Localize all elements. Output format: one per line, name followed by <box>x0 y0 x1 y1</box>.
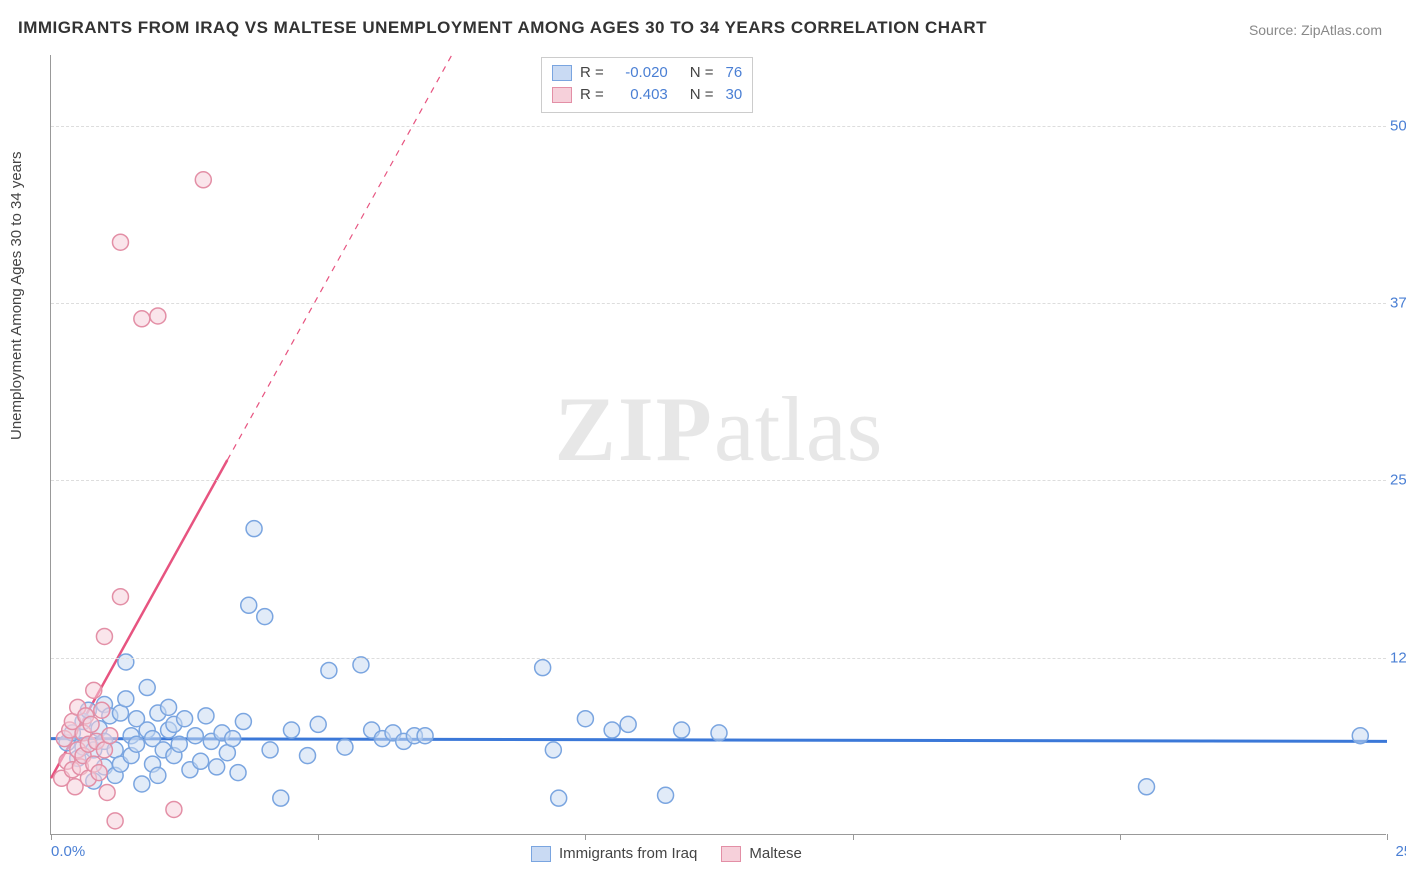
legend-series: Immigrants from Iraq Maltese <box>531 845 802 862</box>
data-point <box>577 711 593 727</box>
data-point <box>620 716 636 732</box>
legend-swatch <box>552 87 572 103</box>
scatter-svg <box>51 55 1386 834</box>
x-tick <box>853 834 854 840</box>
legend-r-label: R = <box>580 84 604 106</box>
source-attribution: Source: ZipAtlas.com <box>1249 22 1382 38</box>
data-point <box>209 759 225 775</box>
data-point <box>246 521 262 537</box>
x-tick-label-first: 0.0% <box>51 843 85 860</box>
y-axis-label: Unemployment Among Ages 30 to 34 years <box>8 151 25 440</box>
data-point <box>273 790 289 806</box>
legend-n-value: 30 <box>726 84 743 106</box>
gridline <box>51 480 1386 481</box>
data-point <box>107 813 123 829</box>
data-point <box>551 790 567 806</box>
data-point <box>1139 779 1155 795</box>
legend-n-label: N = <box>690 84 714 106</box>
data-point <box>198 708 214 724</box>
data-point <box>417 728 433 744</box>
data-point <box>134 311 150 327</box>
x-tick <box>1387 834 1388 840</box>
legend-row: R = -0.020 N = 76 <box>552 62 742 84</box>
data-point <box>83 716 99 732</box>
y-tick-label: 37.5% <box>1390 295 1406 312</box>
data-point <box>118 691 134 707</box>
data-point <box>86 682 102 698</box>
data-point <box>99 784 115 800</box>
data-point <box>166 801 182 817</box>
data-point <box>150 767 166 783</box>
x-tick <box>51 834 52 840</box>
data-point <box>257 609 273 625</box>
legend-swatch <box>531 846 551 862</box>
data-point <box>134 776 150 792</box>
data-point <box>300 748 316 764</box>
gridline <box>51 126 1386 127</box>
legend-series-label: Immigrants from Iraq <box>559 845 697 862</box>
x-tick <box>318 834 319 840</box>
data-point <box>241 597 257 613</box>
chart-plot-area: ZIPatlas R =-0.020N =76R =0.403N =30 Imm… <box>50 55 1386 835</box>
x-tick <box>585 834 586 840</box>
source-prefix: Source: <box>1249 22 1301 38</box>
data-point <box>193 753 209 769</box>
data-point <box>545 742 561 758</box>
data-point <box>604 722 620 738</box>
data-point <box>91 765 107 781</box>
x-tick <box>1120 834 1121 840</box>
y-tick-label: 25.0% <box>1390 472 1406 489</box>
data-point <box>353 657 369 673</box>
data-point <box>195 172 211 188</box>
data-point <box>118 654 134 670</box>
data-point <box>225 731 241 747</box>
data-point <box>535 660 551 676</box>
legend-r-value: 0.403 <box>612 84 668 106</box>
data-point <box>112 234 128 250</box>
data-point <box>96 628 112 644</box>
data-point <box>1352 728 1368 744</box>
legend-r-value: -0.020 <box>612 62 668 84</box>
data-point <box>139 680 155 696</box>
data-point <box>171 736 187 752</box>
legend-n-value: 76 <box>726 62 743 84</box>
gridline <box>51 658 1386 659</box>
data-point <box>235 714 251 730</box>
data-point <box>337 739 353 755</box>
data-point <box>129 736 145 752</box>
data-point <box>187 728 203 744</box>
legend-series-item: Maltese <box>721 845 802 862</box>
legend-r-label: R = <box>580 62 604 84</box>
gridline <box>51 303 1386 304</box>
data-point <box>102 728 118 744</box>
data-point <box>674 722 690 738</box>
legend-series-label: Maltese <box>749 845 802 862</box>
data-point <box>711 725 727 741</box>
y-tick-label: 12.5% <box>1390 649 1406 666</box>
legend-correlation: R = -0.020 N = 76 R = 0.403 N = 30 <box>541 57 753 113</box>
data-point <box>112 589 128 605</box>
data-point <box>230 765 246 781</box>
data-point <box>150 308 166 324</box>
source-link[interactable]: ZipAtlas.com <box>1301 22 1382 38</box>
data-point <box>321 662 337 678</box>
chart-title: IMMIGRANTS FROM IRAQ VS MALTESE UNEMPLOY… <box>18 18 987 38</box>
legend-swatch <box>721 846 741 862</box>
data-point <box>658 787 674 803</box>
data-point <box>262 742 278 758</box>
data-point <box>283 722 299 738</box>
data-point <box>177 711 193 727</box>
legend-row: R = 0.403 N = 30 <box>552 84 742 106</box>
data-point <box>161 699 177 715</box>
legend-series-item: Immigrants from Iraq <box>531 845 697 862</box>
legend-swatch <box>552 65 572 81</box>
data-point <box>310 716 326 732</box>
data-point <box>94 702 110 718</box>
legend-n-label: N = <box>690 62 714 84</box>
x-tick-label-last: 25.0% <box>1395 843 1406 860</box>
y-tick-label: 50.0% <box>1390 117 1406 134</box>
